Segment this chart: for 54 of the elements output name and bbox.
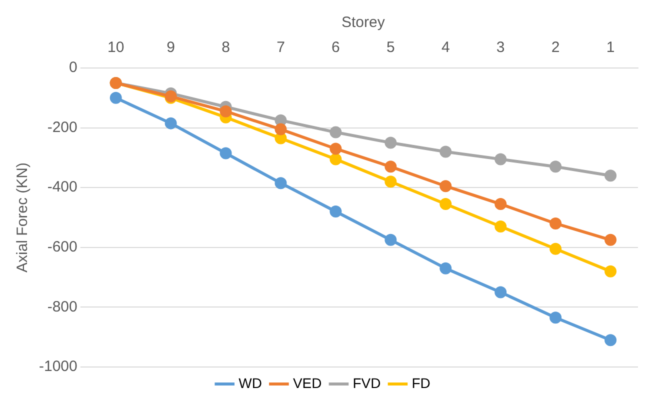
x-tick-label: 3: [496, 39, 505, 56]
point: [384, 136, 397, 149]
point: [330, 206, 342, 218]
x-axis-title: Storey: [342, 14, 386, 32]
point: [604, 234, 617, 246]
y-axis-title: Axial Forec (KN): [14, 162, 32, 273]
point: [494, 198, 507, 210]
point: [550, 242, 562, 255]
x-tick-label: 8: [222, 39, 230, 56]
y-tick-label: -200: [47, 118, 78, 136]
point: [274, 114, 287, 126]
x-tick-label: 7: [276, 39, 285, 56]
point: [440, 262, 452, 274]
y-tick-label: -400: [47, 178, 78, 196]
point: [164, 117, 177, 130]
y-tick-label: -1000: [38, 358, 78, 376]
point: [220, 147, 232, 160]
point: [550, 217, 562, 230]
x-tick-label: 2: [551, 39, 560, 56]
point: [110, 92, 122, 104]
point: [494, 220, 507, 232]
legend-label: WD: [238, 374, 262, 391]
point: [274, 123, 287, 136]
point: [440, 146, 452, 158]
point: [384, 176, 397, 188]
point: [220, 105, 232, 118]
x-tick-label: 4: [441, 39, 450, 56]
legend-label: FVD: [352, 374, 381, 391]
y-tick-label: 0: [69, 59, 78, 76]
x-tick-label: 5: [386, 39, 395, 56]
y-tick-label: -800: [47, 298, 78, 316]
legend-label: FD: [412, 374, 430, 391]
point: [330, 142, 342, 155]
point: [550, 312, 562, 324]
point: [494, 153, 507, 166]
point: [604, 265, 617, 278]
point: [550, 160, 562, 173]
x-tick-label: 10: [108, 39, 124, 56]
point: [494, 286, 507, 298]
point: [274, 132, 287, 144]
legend-label: VED: [292, 374, 322, 391]
point: [384, 160, 397, 173]
x-tick-label: 9: [166, 39, 175, 56]
point: [440, 180, 452, 192]
point: [384, 234, 397, 246]
point: [440, 198, 452, 210]
point: [330, 126, 342, 138]
y-tick-label: -600: [47, 238, 78, 256]
point: [604, 334, 617, 346]
x-tick-label: 1: [606, 39, 615, 56]
point: [274, 177, 287, 190]
x-tick-label: 6: [332, 39, 340, 56]
point: [330, 153, 342, 166]
point: [604, 170, 617, 182]
